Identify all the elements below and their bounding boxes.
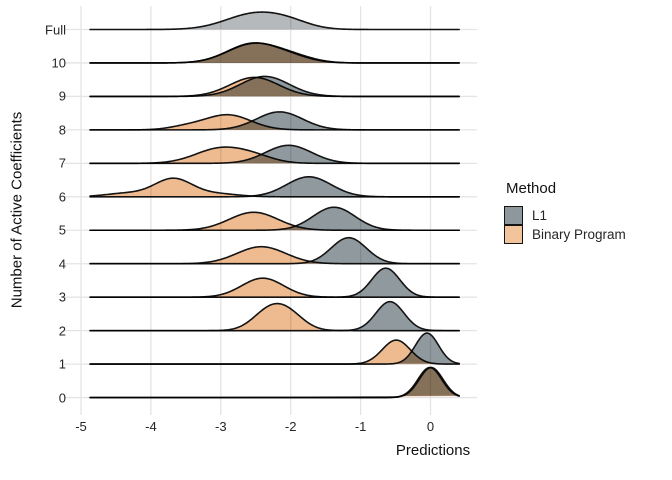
legend-swatch — [504, 225, 523, 244]
density-full — [89, 11, 460, 31]
density-l1 — [89, 366, 460, 399]
legend-item: Binary Program — [504, 225, 626, 244]
y-tick-label: 2 — [58, 323, 66, 339]
y-tick-label: 8 — [58, 122, 66, 138]
y-tick-label: 6 — [58, 189, 66, 205]
density-l1 — [89, 75, 460, 98]
legend: Method L1 Binary Program — [504, 180, 626, 244]
x-tick-label: -4 — [145, 419, 157, 434]
legend-title: Method — [506, 180, 557, 197]
density-l1 — [89, 267, 460, 298]
x-tick-label: -5 — [75, 419, 87, 434]
x-tick-label: 0 — [426, 419, 435, 434]
density-binary-program — [89, 245, 460, 265]
legend-swatch — [504, 206, 523, 225]
legend-label: L1 — [532, 208, 548, 223]
density-l1 — [89, 206, 460, 232]
density-l1 — [89, 144, 460, 165]
legend-item: L1 — [504, 206, 626, 225]
y-tick-label: 4 — [58, 256, 66, 272]
density-binary-program — [89, 211, 460, 232]
x-axis-title: Predictions — [395, 442, 471, 459]
density-l1 — [89, 111, 460, 131]
density-l1 — [89, 176, 460, 198]
x-tick-label: -2 — [284, 419, 297, 434]
density-binary-program — [89, 366, 460, 399]
legend-label: Binary Program — [532, 227, 626, 242]
y-axis-title: Number of Active Coefficients — [8, 111, 26, 309]
x-tick-label: -3 — [215, 419, 227, 434]
x-tick-label: -1 — [354, 419, 367, 434]
y-tick-label: 3 — [58, 289, 66, 305]
y-tick-label: 0 — [58, 390, 66, 406]
density-l1 — [89, 332, 460, 365]
y-tick-label: Full — [45, 22, 66, 37]
legend-items: L1 Binary Program — [504, 206, 626, 244]
y-tick-label: 10 — [51, 55, 66, 71]
density-l1 — [89, 236, 460, 265]
y-tick-label: 9 — [58, 88, 66, 104]
y-tick-label: 7 — [58, 155, 66, 171]
y-tick-label: 1 — [58, 356, 66, 372]
density-l1 — [89, 42, 460, 64]
density-l1 — [89, 300, 460, 332]
y-tick-label: 5 — [58, 222, 66, 238]
